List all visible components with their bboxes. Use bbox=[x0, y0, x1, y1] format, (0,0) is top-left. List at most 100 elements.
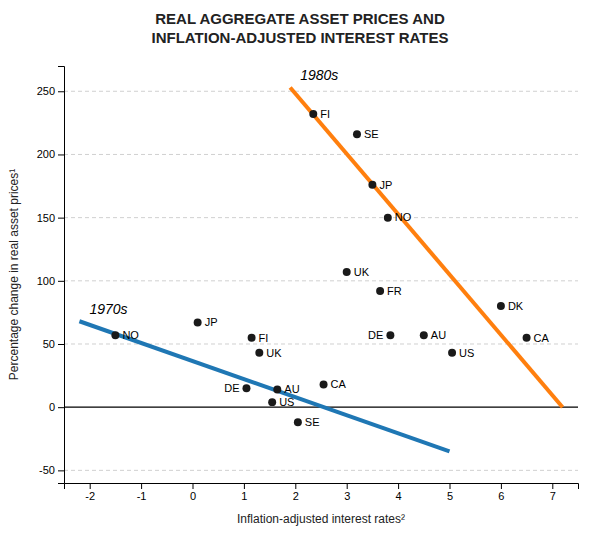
y-tick-mark bbox=[58, 281, 64, 282]
point-label: JP bbox=[379, 179, 392, 191]
point bbox=[384, 214, 392, 222]
chart: REAL AGGREGATE ASSET PRICES AND INFLATION… bbox=[0, 0, 600, 533]
title: REAL AGGREGATE ASSET PRICES AND INFLATION… bbox=[152, 10, 449, 46]
x-axis-title: Inflation-adjusted interest rates² bbox=[237, 512, 405, 526]
x-tick-mark bbox=[450, 483, 451, 489]
x-tick-label: -2 bbox=[85, 490, 95, 502]
x-tick: -1 bbox=[137, 483, 147, 502]
x-tick-label: 5 bbox=[447, 490, 453, 502]
point-label: FI bbox=[259, 332, 269, 344]
x-tick-mark bbox=[552, 483, 553, 489]
point bbox=[353, 130, 361, 138]
point-label: FR bbox=[387, 285, 402, 297]
point bbox=[273, 386, 281, 394]
y-tick-label: 150 bbox=[37, 212, 55, 224]
x-axis: -2 -1 0 1 2 3 4 5 6 7 bbox=[65, 483, 579, 502]
point bbox=[368, 181, 376, 189]
x-tick-label: 0 bbox=[190, 490, 196, 502]
y-tick-mark bbox=[58, 470, 64, 471]
x-tick: -2 bbox=[85, 483, 95, 502]
point bbox=[497, 302, 505, 310]
point-label: DK bbox=[508, 300, 524, 312]
y-tick-mark bbox=[58, 407, 64, 408]
y-tick: 200 bbox=[37, 148, 64, 160]
x-tick-mark bbox=[501, 483, 502, 489]
point bbox=[294, 418, 302, 426]
y-tick-mark bbox=[58, 218, 64, 219]
trend-line bbox=[79, 321, 449, 451]
period-label: 1980s bbox=[300, 67, 338, 83]
point bbox=[248, 334, 256, 342]
title-line: INFLATION-ADJUSTED INTEREST RATES bbox=[152, 29, 449, 46]
x-tick: 0 bbox=[190, 483, 196, 502]
x-tick-label: -1 bbox=[137, 490, 147, 502]
y-tick-label: 200 bbox=[37, 148, 55, 160]
point bbox=[111, 331, 119, 339]
x-tick-mark bbox=[398, 483, 399, 489]
title-line: REAL AGGREGATE ASSET PRICES AND bbox=[155, 10, 445, 27]
point bbox=[376, 287, 384, 295]
labels: NOJPFIUKDEUSAUCASE1970sFISEJPNOUKFRDEAUU… bbox=[89, 67, 549, 428]
y-axis: -50 0 50 100 150 200 250 bbox=[37, 67, 65, 484]
y-tick: 150 bbox=[37, 212, 64, 224]
point-label: AU bbox=[284, 383, 299, 395]
point bbox=[448, 349, 456, 357]
x-tick-mark bbox=[347, 483, 348, 489]
x-tick-mark bbox=[141, 483, 142, 489]
point-label: JP bbox=[205, 316, 218, 328]
point-label: US bbox=[459, 347, 474, 359]
point bbox=[309, 110, 317, 118]
point bbox=[420, 331, 428, 339]
x-tick: 4 bbox=[396, 483, 402, 502]
point-label: SE bbox=[305, 416, 320, 428]
point-label: US bbox=[279, 396, 294, 408]
y-tick-label: 0 bbox=[49, 401, 55, 413]
point-label: SE bbox=[364, 128, 379, 140]
point-label: AU bbox=[431, 329, 446, 341]
point-label: DE bbox=[224, 382, 239, 394]
x-tick-mark bbox=[193, 483, 194, 489]
point bbox=[268, 398, 276, 406]
point-label: UK bbox=[266, 347, 282, 359]
point-label: NO bbox=[395, 211, 412, 223]
x-axis-line bbox=[65, 484, 579, 490]
x-tick-label: 3 bbox=[344, 490, 350, 502]
grid bbox=[64, 91, 578, 470]
grid-line bbox=[64, 470, 578, 471]
x-tick-label: 1 bbox=[241, 490, 247, 502]
x-tick-mark bbox=[244, 483, 245, 489]
y-tick: 100 bbox=[37, 275, 64, 287]
x-tick-label: 6 bbox=[498, 490, 504, 502]
period-label: 1970s bbox=[89, 301, 127, 317]
point-label: FI bbox=[320, 108, 330, 120]
y-tick: 50 bbox=[43, 338, 64, 350]
point bbox=[194, 319, 202, 327]
x-tick: 7 bbox=[550, 483, 556, 502]
x-tick-label: 7 bbox=[550, 490, 556, 502]
grid-line bbox=[64, 217, 578, 218]
x-tick-mark bbox=[295, 483, 296, 489]
x-tick: 5 bbox=[447, 483, 453, 502]
point bbox=[320, 380, 328, 388]
y-tick-mark bbox=[58, 344, 64, 345]
grid-line bbox=[64, 280, 578, 281]
point-label: CA bbox=[331, 378, 347, 390]
y-tick-mark bbox=[58, 91, 64, 92]
y-tick-mark bbox=[58, 154, 64, 155]
y-tick-label: -50 bbox=[39, 464, 55, 476]
y-axis-title: Percentage change in real asset prices¹ bbox=[7, 169, 21, 380]
x-tick: 3 bbox=[344, 483, 350, 502]
x-tick: 2 bbox=[293, 483, 299, 502]
y-axis-line bbox=[58, 67, 65, 484]
point-label: DE bbox=[368, 329, 383, 341]
plot: -2 -1 0 1 2 3 4 5 6 7 -50 0 50 100 150 200 250 Inflation-… bbox=[7, 67, 579, 527]
x-tick: 6 bbox=[498, 483, 504, 502]
y-tick: 250 bbox=[37, 85, 64, 97]
x-tick-label: 2 bbox=[293, 490, 299, 502]
trend-line bbox=[290, 87, 562, 407]
x-tick: 1 bbox=[241, 483, 247, 502]
point-label: CA bbox=[534, 332, 550, 344]
marks bbox=[79, 87, 562, 451]
grid-line bbox=[64, 91, 578, 92]
x-tick-mark bbox=[90, 483, 91, 489]
